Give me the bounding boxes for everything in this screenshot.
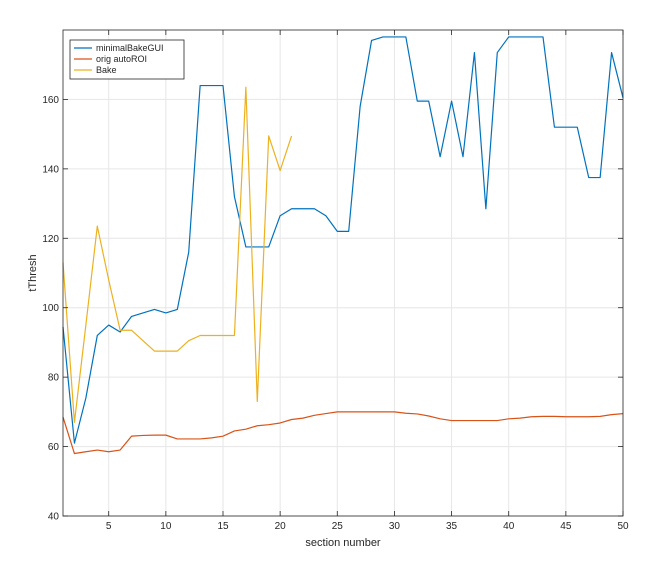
x-tick-label: 40 [503,521,515,532]
y-tick-label: 120 [42,234,59,245]
plot-background [63,30,623,516]
y-tick-label: 40 [48,512,60,523]
y-tick-label: 160 [42,95,59,106]
y-tick-label: 60 [48,442,60,453]
x-tick-label: 5 [106,521,112,532]
legend-label: orig autoROI [96,54,147,64]
plot-frame [62,29,624,517]
x-axis-label: section number [305,537,381,549]
x-tick-label: 45 [560,521,572,532]
y-tick-label: 140 [42,164,59,175]
y-tick-label: 100 [42,303,59,314]
x-tick-label: 20 [275,521,287,532]
series-line-minimalbakegui [62,36,624,444]
y-tick-label: 80 [48,373,60,384]
x-tick-label: 30 [389,521,401,532]
series-line-orig-autoroi [62,411,624,455]
legend-label: minimalBakeGUI [96,43,164,53]
series-line-bake [62,86,293,423]
series-lines [62,36,624,455]
x-tick-label: 50 [617,521,629,532]
legend-label: Bake [96,65,117,75]
y-axis-label: tThresh [27,254,39,291]
x-tick-label: 10 [160,521,172,532]
x-tick-label: 25 [332,521,344,532]
x-tick-label: 35 [446,521,458,532]
x-tick-label: 15 [217,521,229,532]
axis-ticks: 5 10 15 20 25 30 35 40 45 50 40 60 80 100 120 140 160 [42,30,629,532]
